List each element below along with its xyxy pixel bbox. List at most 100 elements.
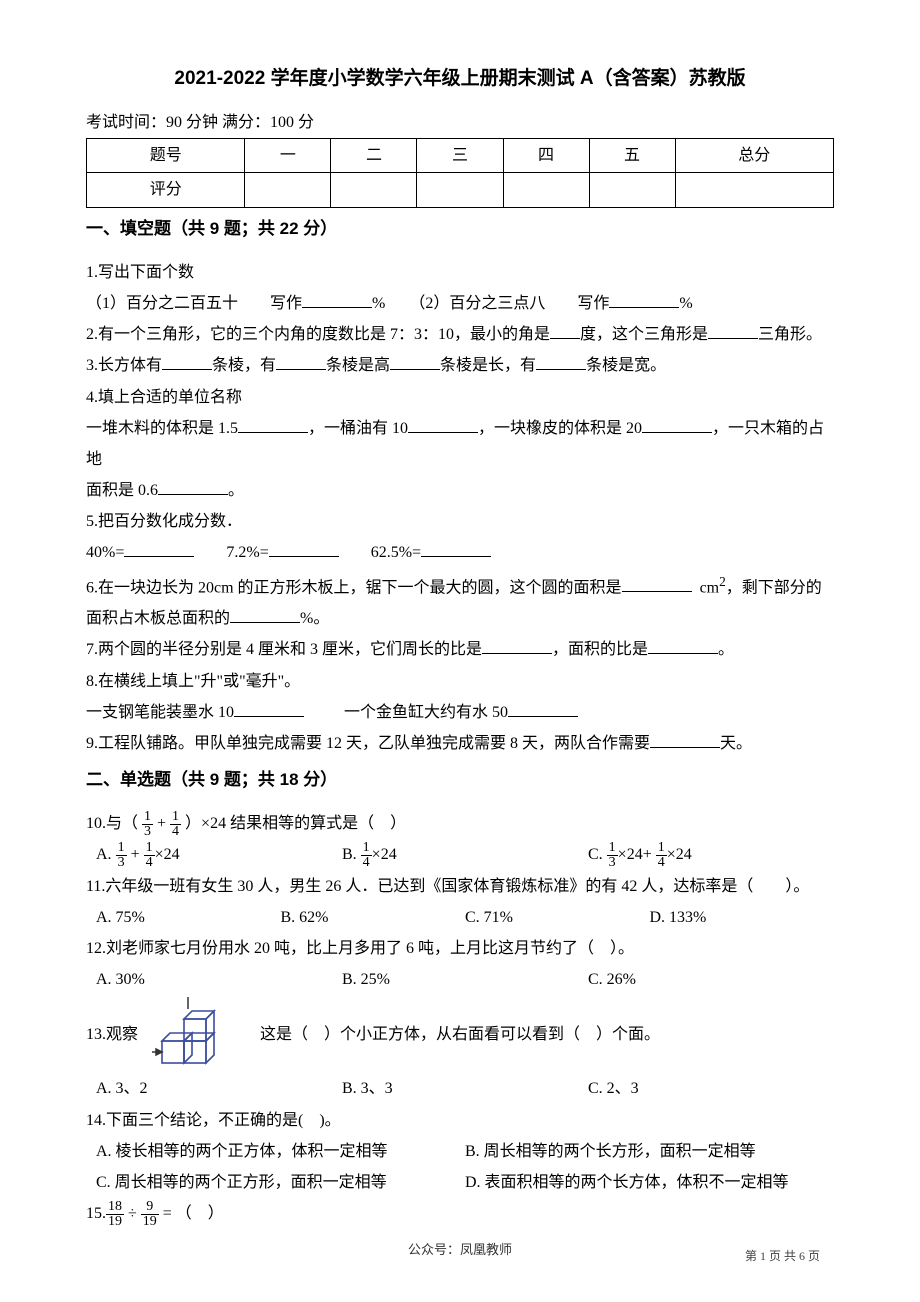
q2-end: 三角形。 [758, 326, 822, 343]
cell [675, 173, 833, 207]
q9: 9.工程队铺路。甲队单独完成需要 12 天，乙队单独完成需要 8 天，两队合作需… [86, 728, 834, 759]
blank[interactable] [234, 701, 304, 717]
den: 4 [170, 824, 181, 839]
den: 3 [142, 824, 153, 839]
score-table: 题号 一 二 三 四 五 总分 评分 [86, 138, 834, 207]
table-row: 评分 [87, 173, 834, 207]
exam-info: 考试时间：90 分钟 满分：100 分 [86, 107, 834, 138]
t: 面积是 0.6 [86, 482, 158, 499]
opt-c[interactable]: C. 71% [465, 902, 650, 933]
q1a-post: % [372, 295, 385, 312]
opt-d[interactable]: D. 表面积相等的两个长方体，体积不一定相等 [465, 1167, 834, 1198]
col-header: 五 [589, 139, 675, 173]
t: 条棱是宽。 [586, 357, 666, 374]
q12-opts: A. 30% B. 25% C. 26% [86, 964, 834, 995]
t: 13.观察 [86, 1019, 138, 1050]
cell [589, 173, 675, 207]
opt-c[interactable]: C. 2、3 [588, 1073, 834, 1104]
blank[interactable] [642, 417, 712, 433]
t: ×24+ [618, 846, 656, 863]
blank[interactable] [622, 576, 692, 592]
opt-b[interactable]: B. 62% [281, 902, 466, 933]
t: 面积占木板总面积的 [86, 610, 230, 627]
blank[interactable] [648, 638, 718, 654]
fraction: 919 [141, 1200, 159, 1229]
blank[interactable] [302, 292, 372, 308]
q5-line: 40%= 7.2%= 62.5%= [86, 537, 834, 568]
t: 7.2%= [226, 544, 268, 561]
q12: 12.刘老师家七月份用水 20 吨，比上月多用了 6 吨，上月比这月节约了（ ）… [86, 933, 834, 964]
cell [417, 173, 503, 207]
blank[interactable] [269, 541, 339, 557]
q5-title: 5.把百分数化成分数． [86, 506, 834, 537]
blank[interactable] [162, 354, 212, 370]
cell [503, 173, 589, 207]
blank[interactable] [550, 323, 580, 339]
blank[interactable] [536, 354, 586, 370]
q10: 10.与（ 13 + 14 ）×24 结果相等的算式是（ ） [86, 808, 834, 839]
blank[interactable] [276, 354, 326, 370]
blank[interactable] [421, 541, 491, 557]
den: 19 [141, 1214, 159, 1229]
opt-b[interactable]: B. 14×24 [342, 839, 588, 870]
opt-a[interactable]: A. 30% [96, 964, 342, 995]
blank[interactable] [609, 292, 679, 308]
blank[interactable] [390, 354, 440, 370]
t: 一堆木料的体积是 1.5 [86, 420, 238, 437]
blank[interactable] [238, 417, 308, 433]
fraction: 14 [170, 810, 181, 839]
opt-b[interactable]: B. 25% [342, 964, 588, 995]
den: 4 [656, 855, 667, 870]
blank[interactable] [124, 541, 194, 557]
q1-sub: （1）百分之二百五十 写作% （2）百分之三点八 写作% [86, 288, 834, 319]
q14: 14.下面三个结论，不正确的是( )。 [86, 1105, 834, 1136]
col-header: 总分 [675, 139, 833, 173]
col-header: 三 [417, 139, 503, 173]
t: + [131, 846, 144, 863]
opt-c[interactable]: C. 13×24+ 14×24 [588, 839, 834, 870]
unit-cm: cm [700, 579, 720, 596]
t: 天。 [720, 735, 752, 752]
blank[interactable] [158, 479, 228, 495]
den: 3 [116, 855, 127, 870]
fraction: 13 [116, 841, 127, 870]
fraction: 14 [656, 841, 667, 870]
blank[interactable] [482, 638, 552, 654]
t: 3.长方体有 [86, 357, 162, 374]
opt-d[interactable]: D. 133% [650, 902, 835, 933]
opt-b[interactable]: B. 周长相等的两个长方形，面积一定相等 [465, 1136, 834, 1167]
num: 9 [141, 1200, 159, 1214]
t: + [157, 815, 166, 832]
opt-b[interactable]: B. 3、3 [342, 1073, 588, 1104]
opt-c[interactable]: C. 周长相等的两个正方形，面积一定相等 [96, 1167, 465, 1198]
blank[interactable] [650, 732, 720, 748]
blank[interactable] [230, 607, 300, 623]
t: 40%= [86, 544, 124, 561]
opt-c[interactable]: C. 26% [588, 964, 834, 995]
t: C. [588, 846, 607, 863]
opt-a[interactable]: A. 棱长相等的两个正方体，体积一定相等 [96, 1136, 465, 1167]
opt-a[interactable]: A. 75% [96, 902, 281, 933]
q2-mid: 度，这个三角形是 [580, 326, 708, 343]
num: 1 [170, 810, 181, 824]
opt-a[interactable]: A. 3、2 [96, 1073, 342, 1104]
num: 1 [361, 841, 372, 855]
num: 18 [106, 1200, 124, 1214]
t: B. [342, 846, 361, 863]
t: 条棱，有 [212, 357, 276, 374]
blank[interactable] [508, 701, 578, 717]
t: ×24 [372, 846, 397, 863]
blank[interactable] [408, 417, 478, 433]
num: 1 [656, 841, 667, 855]
col-header: 一 [245, 139, 331, 173]
q13: 13.观察 这是（ ）个小正方体，从右面看可以看到（ ）个面。 [86, 995, 834, 1073]
fraction: 13 [607, 841, 618, 870]
t: 62.5%= [371, 544, 421, 561]
opt-a[interactable]: A. 13 + 14×24 [96, 839, 342, 870]
t: ×24 [155, 846, 180, 863]
table-row: 题号 一 二 三 四 五 总分 [87, 139, 834, 173]
t: 9.工程队铺路。甲队单独完成需要 12 天，乙队单独完成需要 8 天，两队合作需… [86, 735, 650, 752]
footer-page-number: 第 1 页 共 6 页 [745, 1245, 820, 1268]
blank[interactable] [708, 323, 758, 339]
q13-opts: A. 3、2 B. 3、3 C. 2、3 [86, 1073, 834, 1104]
